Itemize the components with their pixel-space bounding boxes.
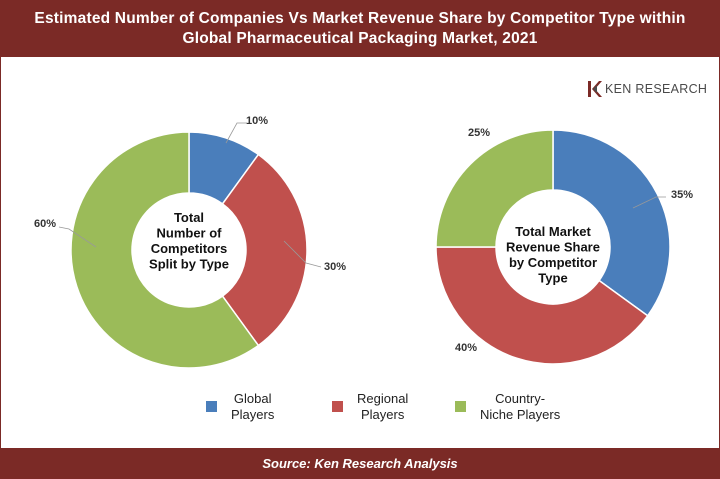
leader-line — [283, 240, 322, 268]
chart-title-line1: Estimated Number of Companies Vs Market … — [34, 10, 686, 27]
legend: Global Players Regional Players Country- Nich… — [1, 391, 719, 441]
donut-slice-country-niche-players — [435, 129, 554, 248]
slice-value-label: 35% — [671, 189, 693, 201]
legend-label: Country- Niche Players — [480, 391, 561, 422]
donut-center-title-line: Number of — [157, 226, 223, 241]
legend-item: Global Players — [206, 391, 274, 423]
donut-center-title-line: Type — [538, 271, 567, 286]
brand-name: KEN RESEARCH — [605, 82, 708, 96]
donut-center-title-line: Competitors — [151, 241, 228, 256]
donut-center-title-line: by Competitor — [509, 255, 597, 270]
donut-slice-regional-players — [221, 153, 308, 347]
slice-value-label: 25% — [468, 127, 490, 139]
donut-center-title-line: Split by Type — [149, 257, 229, 272]
slice-value-label: 10% — [246, 115, 268, 127]
title-banner: Estimated Number of Companies Vs Market … — [1, 1, 719, 57]
slice-value-label: 40% — [455, 342, 477, 354]
source-note: Source: Ken Research Analysis — [262, 455, 458, 471]
legend-item: Country- Niche Players — [455, 391, 560, 423]
legend-swatch — [455, 401, 466, 412]
legend-swatch — [332, 401, 343, 412]
donut-slice-regional-players — [435, 246, 649, 365]
donut-slice-global-players — [552, 129, 671, 317]
chart-title-line2: Global Pharmaceutical Packaging Market, … — [182, 30, 538, 47]
source-banner: Source: Ken Research Analysis — [1, 448, 719, 478]
donut-slice-country-niche-players — [70, 131, 260, 369]
leader-line — [225, 122, 247, 144]
slice-value-label: 60% — [34, 218, 56, 230]
slice-value-label: 30% — [324, 261, 346, 273]
legend-item: Regional Players — [332, 391, 408, 423]
donut-center-title-line: Total Market — [515, 224, 591, 239]
brand-logo: KEN RESEARCH — [588, 81, 707, 97]
leader-line — [632, 196, 666, 209]
legend-label: Global Players — [231, 391, 275, 422]
ken-research-logo-icon — [588, 81, 602, 97]
legend-label: Regional Players — [357, 391, 409, 422]
donut-center-title-line: Total — [174, 210, 204, 225]
donut-center-title-line: Revenue Share — [506, 240, 600, 255]
legend-swatch — [206, 401, 217, 412]
leader-line — [58, 226, 97, 248]
